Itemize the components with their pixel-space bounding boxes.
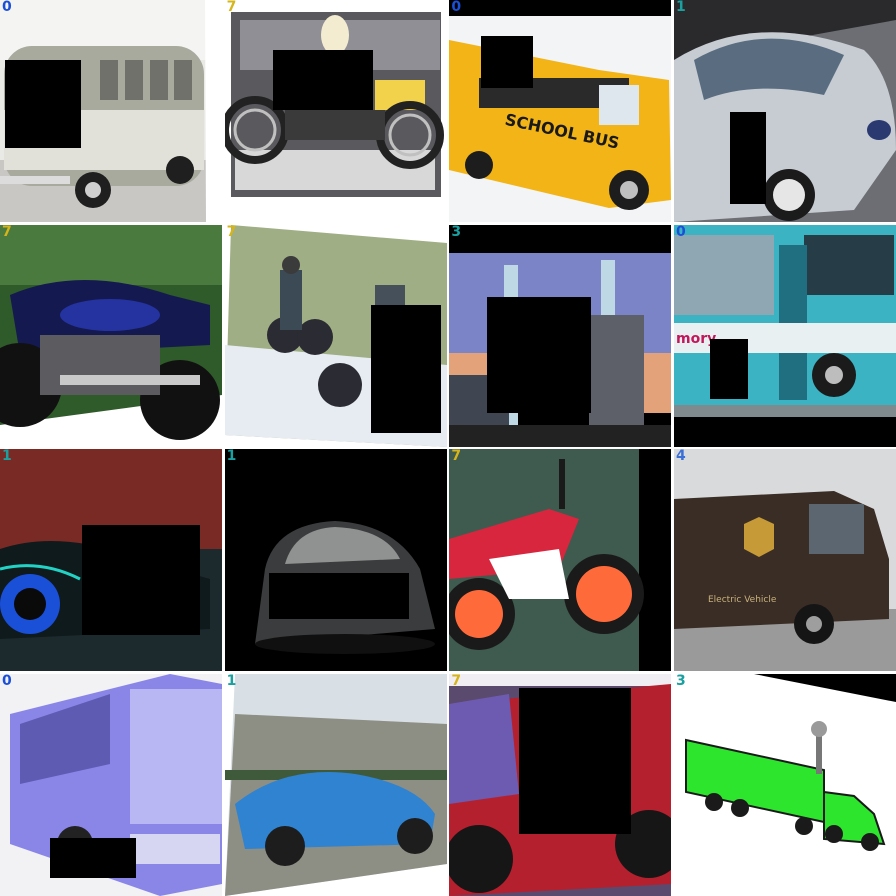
grid-tile: 1 bbox=[224, 673, 447, 896]
school-bus-icon: SCHOOL BUS bbox=[449, 0, 672, 222]
tile-label: 1 bbox=[226, 449, 237, 465]
grid-tile: 1 bbox=[0, 449, 222, 672]
city-bus-icon: mory bbox=[673, 224, 896, 447]
tile-label: 7 bbox=[226, 0, 237, 15]
bus-text: mory bbox=[676, 331, 716, 347]
tile-label: 1 bbox=[226, 673, 237, 689]
occlusion-mask bbox=[268, 573, 409, 620]
grid-tile: SCHOOL BUS 0 bbox=[449, 0, 672, 222]
tile-label: 3 bbox=[451, 224, 462, 240]
car-rear-icon bbox=[224, 449, 447, 672]
tile-label: 1 bbox=[2, 449, 12, 465]
grid-tile: 3 bbox=[449, 224, 672, 447]
tile-label: 0 bbox=[2, 0, 12, 15]
tile-label: 7 bbox=[226, 224, 237, 240]
tile-label: 0 bbox=[451, 0, 462, 15]
occlusion-mask bbox=[82, 525, 200, 636]
grid-tile: 1 bbox=[224, 449, 447, 672]
grid-tile: 7 bbox=[224, 224, 447, 447]
grid-tile: 7 bbox=[0, 224, 222, 447]
van-text: Electric Vehicle bbox=[708, 595, 777, 605]
occlusion-mask bbox=[481, 36, 534, 88]
grid-tile: 7 bbox=[449, 449, 672, 672]
grid-tile: Electric Vehicle 4 bbox=[673, 449, 896, 672]
tile-label: 1 bbox=[675, 0, 686, 15]
occlusion-mask bbox=[709, 338, 748, 399]
occlusion-mask bbox=[50, 837, 136, 878]
tile-label: 7 bbox=[2, 224, 12, 240]
motorcycle-icon bbox=[449, 449, 672, 672]
toy-truck-icon bbox=[673, 673, 896, 896]
grid-tile: 7 bbox=[224, 0, 447, 222]
tile-label: 3 bbox=[675, 673, 686, 689]
tile-label: 7 bbox=[451, 673, 462, 689]
concept-car-icon bbox=[673, 0, 896, 222]
occlusion-mask bbox=[729, 112, 766, 204]
occlusion-mask bbox=[519, 687, 632, 834]
tile-label: 0 bbox=[2, 673, 12, 689]
delivery-van-icon: Electric Vehicle bbox=[673, 449, 896, 672]
grid-tile: 1 bbox=[673, 0, 896, 222]
occlusion-mask bbox=[5, 60, 81, 148]
grid-tile: 0 bbox=[0, 673, 222, 896]
occlusion-mask bbox=[487, 296, 592, 413]
occlusion-mask bbox=[370, 304, 441, 433]
grid-tile: 7 bbox=[449, 673, 672, 896]
motorcycle-icon bbox=[224, 0, 447, 222]
tile-label: 4 bbox=[675, 449, 686, 465]
motorcycle-icon bbox=[0, 224, 222, 447]
corvette-icon bbox=[224, 673, 447, 896]
grid-tile: mory 0 bbox=[673, 224, 896, 447]
grid-tile: 0 bbox=[0, 0, 222, 222]
grid-tile: 3 bbox=[673, 673, 896, 896]
occlusion-mask bbox=[272, 50, 373, 110]
tile-label: 7 bbox=[451, 449, 462, 465]
tile-label: 0 bbox=[675, 224, 686, 240]
